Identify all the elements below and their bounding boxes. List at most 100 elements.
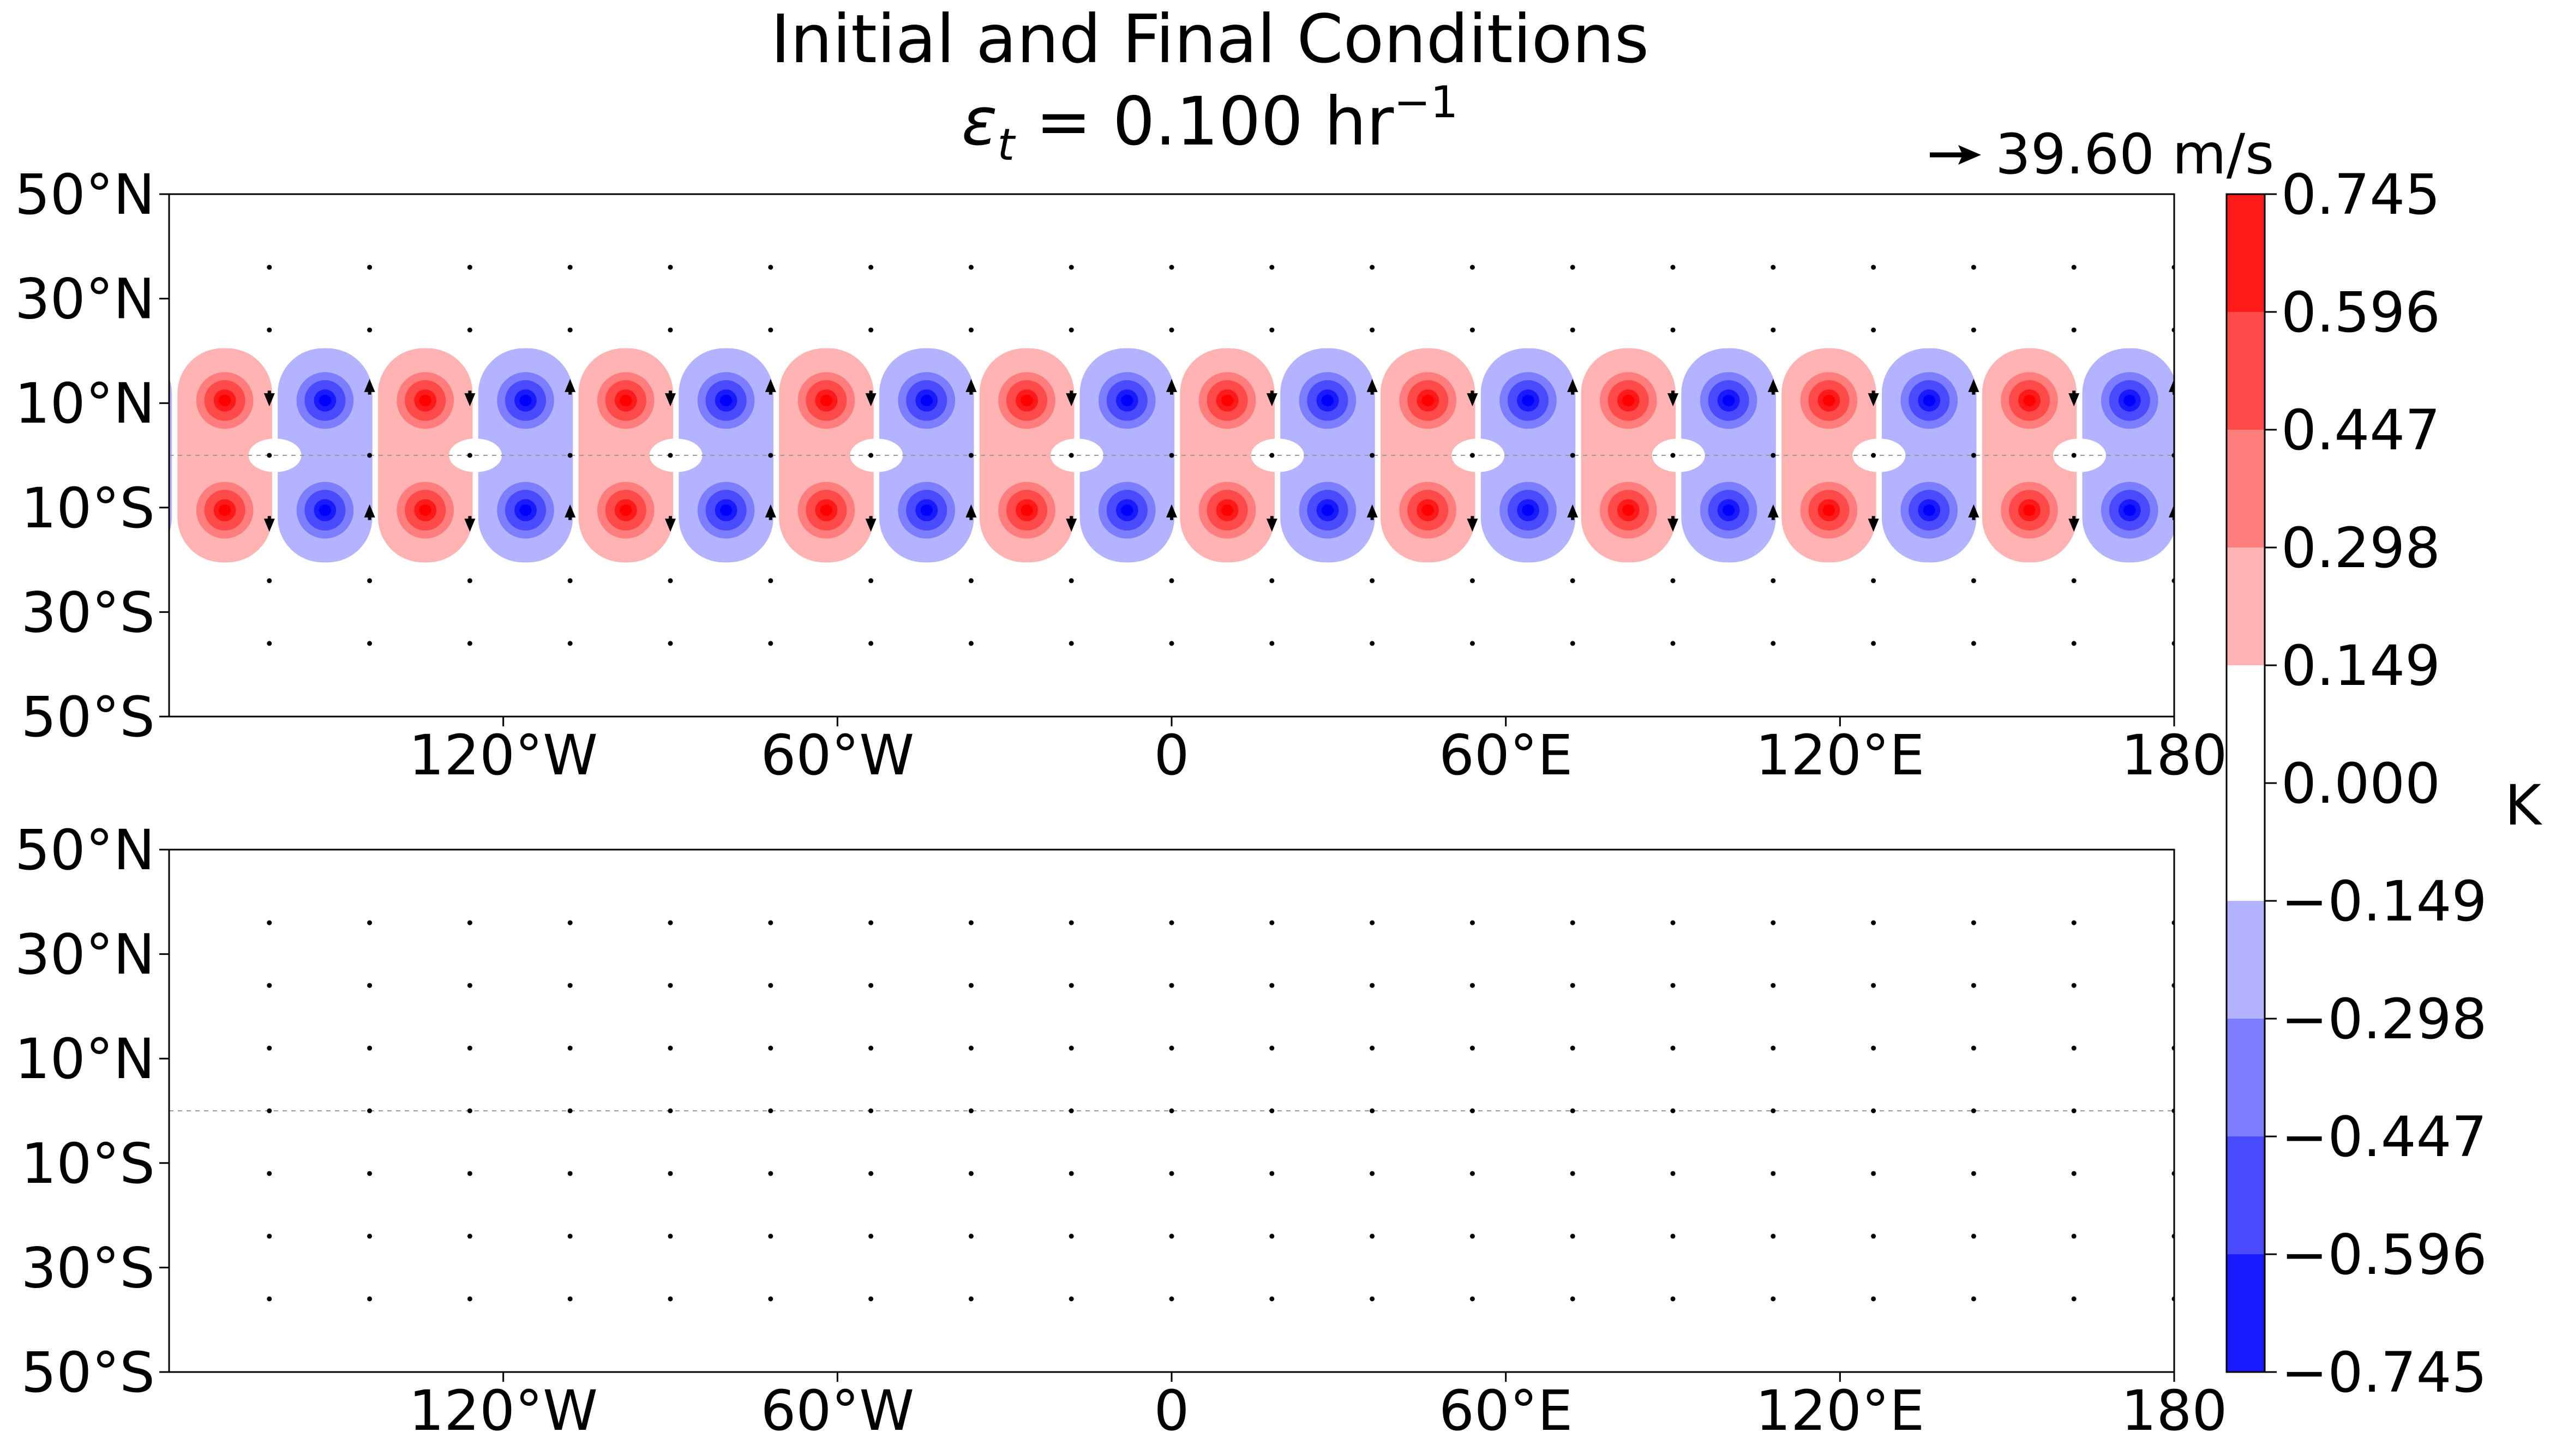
wind-vector-dot (1771, 1045, 1776, 1051)
wind-vector-dot (1370, 920, 1375, 925)
wind-vector-dot (768, 264, 773, 270)
wind-vector-dot (1570, 327, 1575, 333)
wind-vector-dot (2071, 1045, 2077, 1051)
cold-anomaly-core (1722, 394, 1735, 406)
wind-vector-dot (367, 264, 373, 270)
wind-vector-dot (1370, 264, 1375, 270)
wind-vector-dot (1169, 983, 1174, 988)
wind-vector-dot (1469, 453, 1475, 458)
colorbar-tick-label: 0.745 (2281, 163, 2440, 227)
wind-vector-dot (668, 578, 673, 583)
wind-vector-dot (1771, 1108, 1776, 1114)
wind-vector-head (865, 519, 877, 532)
wind-vector-dot (1871, 264, 1876, 270)
cold-anomaly-core (519, 504, 532, 516)
wind-vector-dot (1670, 327, 1676, 333)
wind-vector-head (1968, 504, 1979, 518)
wind-vector-head (263, 519, 275, 532)
wind-vector-head (1066, 393, 1077, 407)
wind-vector-dot (1670, 1296, 1676, 1302)
cold-anomaly-waist (2054, 438, 2106, 472)
wind-vector-dot (1069, 1171, 1074, 1176)
warm-anomaly (1180, 348, 1303, 563)
wind-vector-dot (1169, 578, 1174, 583)
wind-vector-dot (768, 1108, 773, 1114)
colorbar-band (2227, 1254, 2265, 1372)
colorbar-band (2227, 1019, 2265, 1136)
wind-vector-dot (567, 1234, 573, 1239)
warm-anomaly-core (1622, 394, 1635, 406)
wind-vector-dot (1370, 578, 1375, 583)
wind-vector-dot (968, 983, 974, 988)
wind-vector-dot (1169, 1108, 1174, 1114)
colorbar-tick-label: 0.000 (2281, 751, 2440, 816)
wind-vector-dot (1971, 578, 1976, 583)
wind-vector-dot (367, 983, 373, 988)
y-tick-label: 30°N (15, 923, 155, 988)
warm-anomaly-core (218, 504, 231, 516)
wind-vector-dot (1069, 264, 1074, 270)
wind-vector-dot (567, 327, 573, 333)
wind-vector-dot (868, 578, 874, 583)
wind-vector-dot (1370, 983, 1375, 988)
wind-vector-dot (2071, 920, 2077, 925)
cold-anomaly-core (1923, 504, 1935, 516)
wind-vector-dot (267, 1108, 272, 1114)
x-tick-label: 120°E (1755, 1379, 1924, 1443)
wind-vector-dot (768, 453, 773, 458)
wind-vector-head (1166, 504, 1177, 518)
wind-vector-head (1066, 519, 1077, 532)
wind-vector-dot (868, 1045, 874, 1051)
wind-vector-dot (968, 920, 974, 925)
wind-vector-dot (1269, 1045, 1275, 1051)
wind-vector-dot (1971, 264, 1976, 270)
wind-vector-head (565, 378, 576, 392)
wind-vector-dot (467, 264, 472, 270)
wind-vector-dot (768, 1296, 773, 1302)
quiver-key: 39.60 m/s (1930, 122, 2274, 187)
wind-vector-dot (868, 327, 874, 333)
wind-vector-dot (668, 327, 673, 333)
wind-vector-dot (467, 920, 472, 925)
wind-vector-dot (567, 1296, 573, 1302)
wind-vector-dot (367, 1171, 373, 1176)
wind-vector-dot (668, 1296, 673, 1302)
wind-vector-head (765, 504, 776, 518)
wind-vector-dot (467, 1234, 472, 1239)
wind-vector-dot (1670, 264, 1676, 270)
wind-vector-head (1667, 519, 1678, 532)
x-tick-label: 60°E (1439, 1379, 1573, 1443)
wind-vector-dot (567, 578, 573, 583)
wind-vector-dot (1971, 1234, 1976, 1239)
cold-anomaly-core (719, 394, 733, 406)
wind-vector-dot (1971, 1108, 1976, 1114)
cold-anomaly-core (2123, 394, 2136, 406)
wind-vector-dot (1871, 578, 1876, 583)
wind-vector-dot (1370, 1045, 1375, 1051)
wind-vector-dot (2071, 1234, 2077, 1239)
wind-vector-dot (1670, 1108, 1676, 1114)
wind-vector-dot (1269, 1234, 1275, 1239)
wind-vectors (267, 920, 2174, 1302)
wind-vector-dot (1469, 327, 1475, 333)
y-tick-label: 30°S (21, 580, 155, 645)
wind-vector-dot (1971, 1296, 1976, 1302)
wind-vector-dot (768, 327, 773, 333)
wind-vector-dot (1670, 453, 1676, 458)
wind-vector-dot (367, 1296, 373, 1302)
wind-vector-dot (668, 1234, 673, 1239)
wind-vector-dot (267, 453, 272, 458)
warm-anomaly-core (1421, 394, 1434, 406)
wind-vector-head (1868, 393, 1879, 407)
wind-vector-dot (1169, 453, 1174, 458)
cold-anomaly-waist (49, 438, 100, 472)
wind-vector-dot (267, 1296, 272, 1302)
cold-anomaly-core (1522, 504, 1534, 516)
wind-vector-dot (1069, 578, 1074, 583)
colorbar-tick-label: −0.447 (2281, 1105, 2487, 1170)
warm-anomaly-core (820, 394, 833, 406)
wind-vector-dot (768, 920, 773, 925)
wind-vector-dot (868, 1296, 874, 1302)
wind-vector-dot (1269, 1171, 1275, 1176)
